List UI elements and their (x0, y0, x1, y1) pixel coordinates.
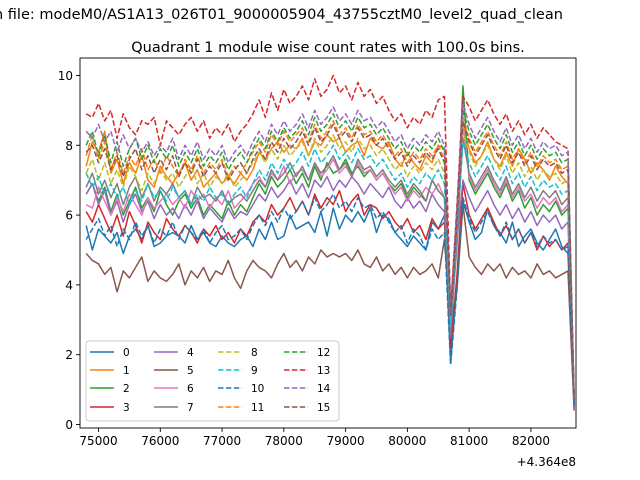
y-axis: 0 2 4 6 8 10 (58, 69, 80, 432)
plot-frame (79, 57, 577, 429)
y-tick-label: 8 (65, 139, 73, 153)
series-line-8 (85, 130, 575, 401)
legend-label: 7 (187, 402, 194, 414)
chart-title: Quadrant 1 module wise count rates with … (131, 40, 525, 56)
legend-label: 6 (187, 383, 194, 395)
x-tick-label: 81000 (450, 434, 488, 448)
series-line-4 (85, 175, 575, 404)
x-tick-label: 79000 (327, 434, 365, 448)
legend-label: 11 (251, 402, 264, 414)
legend-label: 9 (251, 365, 258, 377)
y-tick-label: 6 (65, 209, 73, 223)
series-line-9 (85, 141, 575, 401)
series-line-3 (85, 182, 575, 404)
series-lines (85, 74, 575, 411)
y-tick-label: 2 (65, 348, 73, 362)
legend-label: 5 (187, 365, 194, 377)
y-tick-label: 0 (65, 418, 73, 432)
y-tick-label: 10 (58, 69, 73, 83)
series-line-6 (85, 123, 575, 404)
x-tick-label: 77000 (203, 434, 241, 448)
x-tick-label: 80000 (388, 434, 426, 448)
series-line-14 (85, 102, 575, 401)
figure-suptitle: n file: modeM0/AS1A13_026T01_9000005904_… (0, 7, 563, 23)
legend-label: 13 (317, 365, 330, 377)
legend-label: 14 (317, 383, 331, 395)
series-line-10 (85, 193, 575, 408)
x-tick-label: 76000 (141, 434, 179, 448)
legend-label: 10 (251, 383, 264, 395)
series-line-5 (85, 203, 575, 411)
legend-label: 3 (123, 402, 130, 414)
legend-frame (85, 340, 340, 422)
legend-label: 8 (251, 347, 258, 359)
series-line-1 (85, 123, 575, 401)
series-line-12 (85, 109, 575, 401)
series-line-7 (85, 137, 575, 404)
legend-label: 4 (187, 347, 194, 359)
x-tick-label: 82000 (512, 434, 550, 448)
legend-label: 2 (123, 383, 130, 395)
x-tick-label: 75000 (79, 434, 117, 448)
x-axis: 75000 76000 77000 78000 79000 80000 81000 82000 (79, 428, 550, 448)
legend-label: 0 (123, 347, 130, 359)
legend-label: 12 (317, 347, 330, 359)
series-line-2 (85, 85, 575, 404)
legend-label: 15 (317, 402, 330, 414)
x-offset-label: +4.364e8 (517, 455, 576, 469)
series-line-13 (85, 74, 575, 397)
y-tick-label: 4 (65, 278, 73, 292)
legend-label: 1 (123, 365, 130, 377)
x-tick-label: 78000 (265, 434, 303, 448)
series-line-15 (85, 120, 575, 401)
